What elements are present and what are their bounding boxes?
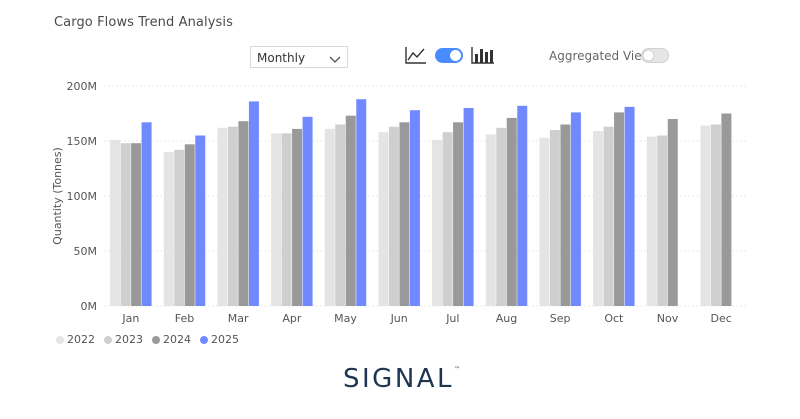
x-tick-label: Aug (496, 312, 517, 325)
bar-jul-2023[interactable] (442, 132, 453, 306)
legend-label: 2025 (211, 333, 239, 346)
bar-jun-2025[interactable] (409, 110, 420, 306)
bar-mar-2023[interactable] (227, 126, 238, 306)
legend-dot-icon (152, 335, 160, 344)
bar-sep-2024[interactable] (560, 124, 571, 307)
bar-jan-2022[interactable] (110, 139, 121, 306)
bar-chart-icon[interactable] (471, 47, 494, 64)
aggregated-view-label: Aggregated View (549, 49, 652, 63)
bar-aug-2023[interactable] (496, 127, 507, 306)
x-tick-label: Feb (175, 312, 194, 325)
bar-feb-2025[interactable] (195, 135, 206, 307)
line-chart-icon[interactable] (405, 47, 426, 64)
bar-mar-2025[interactable] (248, 101, 259, 307)
legend-label: 2023 (115, 333, 143, 346)
period-dropdown[interactable]: Monthly (250, 46, 348, 68)
bar-feb-2022[interactable] (163, 152, 174, 306)
bar-dec-2023[interactable] (710, 124, 721, 307)
bar-may-2022[interactable] (324, 128, 335, 306)
y-tick-label: 50M (74, 245, 98, 258)
bar-may-2023[interactable] (335, 124, 346, 307)
chevron-down-icon (329, 53, 341, 67)
bar-jul-2022[interactable] (432, 139, 443, 306)
x-tick-label: Dec (711, 312, 732, 325)
chart-title: Cargo Flows Trend Analysis (54, 15, 233, 30)
bar-jan-2023[interactable] (120, 143, 131, 306)
x-tick-label: Mar (228, 312, 249, 325)
y-axis-title: Quantity (Tonnes) (51, 147, 64, 245)
bar-oct-2022[interactable] (593, 131, 604, 306)
x-tick-label: Nov (657, 312, 679, 325)
bar-apr-2023[interactable] (281, 133, 292, 306)
logo-trademark: ™ (454, 366, 460, 373)
logo-text: SIGNAL (343, 364, 454, 394)
bar-sep-2023[interactable] (549, 130, 560, 306)
legend-dot-icon (104, 335, 112, 344)
bar-nov-2022[interactable] (646, 136, 657, 306)
aggregated-view-toggle[interactable] (641, 48, 669, 67)
bar-oct-2023[interactable] (603, 126, 614, 306)
bar-jun-2022[interactable] (378, 132, 389, 306)
bar-nov-2024[interactable] (667, 119, 678, 306)
legend-item-2023[interactable]: 2023 (104, 333, 143, 346)
bar-aug-2025[interactable] (517, 105, 528, 306)
period-dropdown-value: Monthly (257, 51, 306, 65)
bar-feb-2024[interactable] (184, 144, 195, 306)
legend: 2022 2023 2024 2025 (56, 333, 239, 346)
bar-aug-2022[interactable] (485, 134, 496, 306)
x-tick-label: Sep (550, 312, 571, 325)
chart-type-toggle[interactable] (435, 48, 463, 63)
bar-may-2024[interactable] (345, 115, 356, 306)
bar-feb-2023[interactable] (174, 149, 185, 306)
bar-dec-2022[interactable] (700, 125, 711, 306)
bar-sep-2022[interactable] (539, 137, 550, 306)
y-tick-label: 200M (67, 80, 98, 93)
legend-label: 2022 (67, 333, 95, 346)
bar-jun-2024[interactable] (399, 122, 410, 306)
x-tick-label: Jan (121, 312, 139, 325)
bar-dec-2024[interactable] (721, 113, 732, 307)
x-tick-label: Oct (604, 312, 624, 325)
bar-may-2025[interactable] (356, 99, 367, 306)
legend-dot-icon (200, 335, 208, 344)
bar-apr-2024[interactable] (292, 128, 303, 306)
bar-sep-2025[interactable] (570, 112, 581, 307)
bar-jan-2025[interactable] (141, 122, 152, 306)
x-tick-label: Apr (282, 312, 302, 325)
bar-apr-2022[interactable] (271, 133, 282, 306)
x-tick-label: May (334, 312, 357, 325)
legend-item-2025[interactable]: 2025 (200, 333, 239, 346)
bar-mar-2022[interactable] (217, 127, 228, 306)
bar-jul-2024[interactable] (453, 122, 464, 306)
y-tick-label: 100M (67, 190, 98, 203)
legend-dot-icon (56, 335, 64, 344)
bar-chart: 0M 50M 100M 150M 200M Jan Feb Mar Apr May Jun Jul A… (51, 80, 748, 325)
bar-jan-2024[interactable] (131, 143, 142, 306)
bar-jun-2023[interactable] (388, 126, 399, 306)
bar-apr-2025[interactable] (302, 116, 313, 306)
bar-oct-2024[interactable] (614, 112, 625, 307)
x-tick-label: Jul (445, 312, 459, 325)
bar-nov-2023[interactable] (657, 135, 668, 307)
legend-item-2024[interactable]: 2024 (152, 333, 191, 346)
legend-item-2022[interactable]: 2022 (56, 333, 95, 346)
y-tick-label: 150M (67, 135, 98, 148)
bar-mar-2024[interactable] (238, 121, 249, 306)
legend-label: 2024 (163, 333, 191, 346)
x-tick-label: Jun (390, 312, 408, 325)
y-tick-label: 0M (81, 300, 98, 313)
bar-oct-2025[interactable] (624, 106, 635, 307)
signal-logo: SIGNAL ™ (340, 362, 465, 398)
bar-jul-2025[interactable] (463, 108, 474, 306)
bar-aug-2024[interactable] (506, 117, 517, 307)
